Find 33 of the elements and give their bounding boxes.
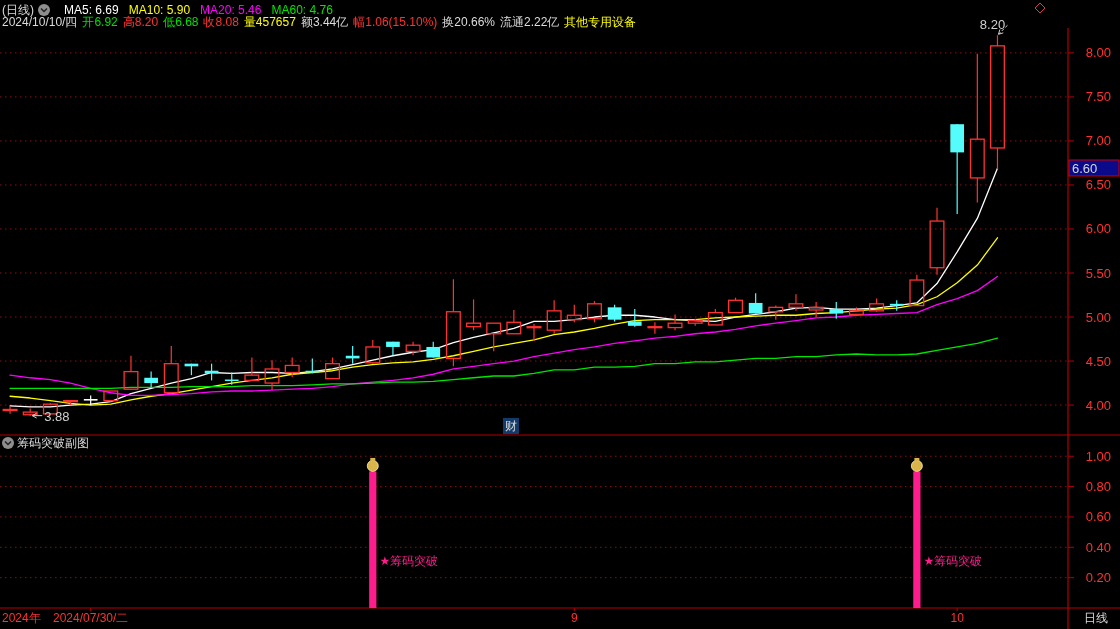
x-tick-label: 2024/07/30/二 [52,611,129,625]
text: 2024/10/10/四 开6.92 高8.20 低6.68 收8.08 量457657 额3.44亿 幅1.06(15.10%) 换20.66% 流通2.22亿 其他专用设备 [2,15,637,29]
y-tick-label: 5.00 [1085,309,1111,325]
y-tick-label: 0.80 [1085,479,1111,495]
y-tick-label: 6.50 [1085,177,1111,193]
y-tick-label: 0.60 [1085,509,1111,525]
y-tick-label: 1.00 [1085,448,1111,464]
chart-title: (日线) [2,3,34,17]
y-tick-label: 8.00 [1085,45,1111,61]
x-tick-label: 9 [570,611,578,625]
y-tick-label: 6.00 [1085,221,1111,237]
x-tick-label: 10 [950,611,965,625]
annotation: 日线 [1084,611,1108,625]
y-tick-label: 7.00 [1085,133,1111,149]
text: MA10: 5.90 [128,3,191,17]
text: MA60: 4.76 [271,3,334,17]
annotation: 2024年 [2,611,41,625]
y-tick-label: 0.20 [1085,570,1111,586]
y-tick-label: 4.00 [1085,397,1111,413]
annotation: 8.20 [979,16,1008,35]
annotation: ★筹码突破 [923,554,983,568]
text: MA5: 6.69 [64,3,120,17]
y-tick-label: 4.50 [1085,353,1111,369]
y-tick-label: 7.50 [1085,89,1111,105]
annotation: 财 [503,418,519,434]
annotation: ★筹码突破 [379,554,439,568]
y-tick-label: 5.50 [1085,265,1111,281]
annotation: 3.88 [31,409,70,425]
y-tick-label: 0.40 [1085,539,1111,555]
text: MA20: 5.46 [200,3,262,17]
annotation: 3.88 [44,409,70,425]
annotation: 6.60 [1068,159,1120,177]
chart-title: 筹码突破副图 [17,436,89,450]
